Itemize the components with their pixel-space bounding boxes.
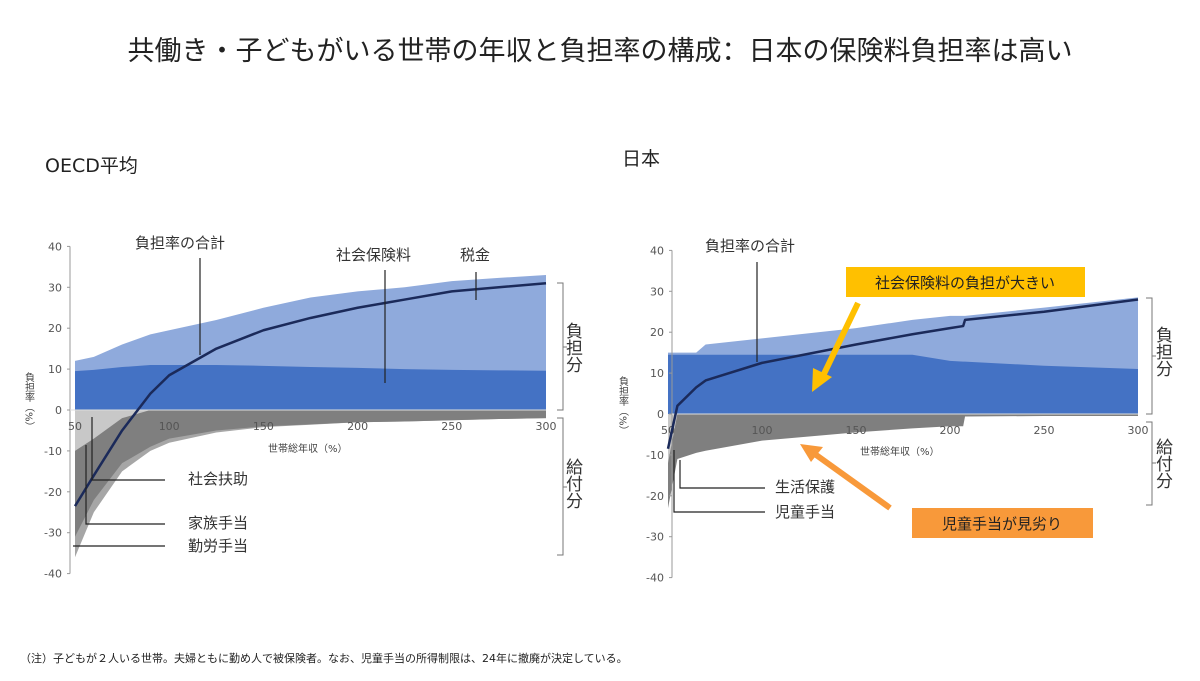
y-tick-label: 20 (650, 326, 664, 339)
y-tick-label: -30 (44, 527, 62, 540)
x-tick-label: 100 (752, 424, 773, 437)
leader-lines (73, 258, 477, 547)
y-tick-label: 40 (650, 244, 664, 257)
y-tick-label: -20 (646, 490, 664, 503)
footnote: （注）子どもが２人いる世帯。夫婦ともに勤め人で被保険者。なお、児童手当の所得制限… (20, 651, 628, 665)
callout-ssc: 社会保険料の負担が大きい (875, 274, 1055, 292)
y-tick-label: 10 (48, 363, 62, 376)
area-social-insurance (75, 365, 546, 410)
label-benefit: 給付分 (1152, 438, 1173, 489)
y-tick-label: 20 (48, 322, 62, 335)
x-tick-label: 100 (159, 420, 180, 433)
line-total-burden (73, 281, 547, 507)
y-tick-label: 10 (650, 367, 664, 380)
callout-box-child (912, 508, 1093, 538)
callout-arrow-ssc (819, 301, 861, 380)
x-tick-label: 150 (846, 424, 867, 437)
x-tick-label: 200 (940, 424, 961, 437)
callout-child: 児童手当が見劣り (942, 515, 1062, 533)
bracket-burden (557, 282, 567, 411)
x-tick-label: 200 (347, 420, 368, 433)
x-tick-label: 150 (253, 420, 274, 433)
callout-arrow-child (810, 449, 892, 511)
x-tick-label: 50 (68, 420, 82, 433)
callout-arrowhead-ssc (812, 368, 832, 392)
y-tick-label: 30 (48, 281, 62, 294)
y-tick-label: -40 (646, 572, 664, 585)
label-ssc: 社会保険料 (336, 246, 411, 264)
bracket-burden (1146, 297, 1156, 415)
label-assist: 社会扶助 (188, 470, 248, 488)
y-tick-label: -10 (44, 445, 62, 458)
x-axis-label: 世帯総年収（%） (860, 445, 940, 458)
x-tick-label: 300 (1128, 424, 1149, 437)
label-family: 家族手当 (188, 514, 248, 532)
label-total: 負担率の合計 (135, 234, 225, 252)
area-social-insurance (668, 354, 1138, 414)
chart-title-japan: 日本 (622, 148, 660, 170)
label-tax: 税金 (460, 246, 490, 264)
chart-title-oecd: OECD平均 (45, 155, 138, 177)
y-tick-label: -40 (44, 568, 62, 581)
y-tick-label: -30 (646, 531, 664, 544)
area-child-allowance (668, 414, 1138, 509)
bracket-benefit (557, 417, 567, 556)
label-burden: 負担分 (562, 322, 583, 373)
callout-box-ssc (846, 267, 1085, 297)
bracket-benefit (1146, 421, 1156, 506)
leader-lines (673, 262, 765, 513)
y-axis-label: 負担率（%） (617, 376, 629, 436)
y-tick-label: 30 (650, 285, 664, 298)
y-tick-label: -20 (44, 486, 62, 499)
line-total-burden (666, 298, 1139, 450)
figure-title: 共働き・子どもがいる世帯の年収と負担率の構成：日本の保険料負担率は高い (128, 36, 1073, 67)
area-family-allowance (75, 410, 546, 537)
x-axis-label: 世帯総年収（%） (268, 442, 348, 455)
x-tick-label: 250 (1034, 424, 1055, 437)
label-inwork: 勤労手当 (188, 537, 248, 555)
y-tick-label: -10 (646, 449, 664, 462)
area-social-assistance (75, 410, 546, 451)
y-axis-label: 負担率（%） (23, 372, 35, 432)
y-tick-label: 0 (657, 408, 664, 421)
label-burden: 負担分 (1152, 326, 1173, 377)
label-total: 負担率の合計 (705, 237, 795, 255)
x-tick-label: 300 (536, 420, 557, 433)
x-tick-label: 250 (441, 420, 462, 433)
callout-arrowhead-child (800, 444, 823, 462)
label-benefit: 給付分 (562, 458, 583, 509)
y-tick-label: 40 (48, 240, 62, 253)
label-livelihood: 生活保護 (775, 478, 835, 496)
label-child: 児童手当 (775, 503, 835, 521)
y-tick-label: 0 (55, 404, 62, 417)
